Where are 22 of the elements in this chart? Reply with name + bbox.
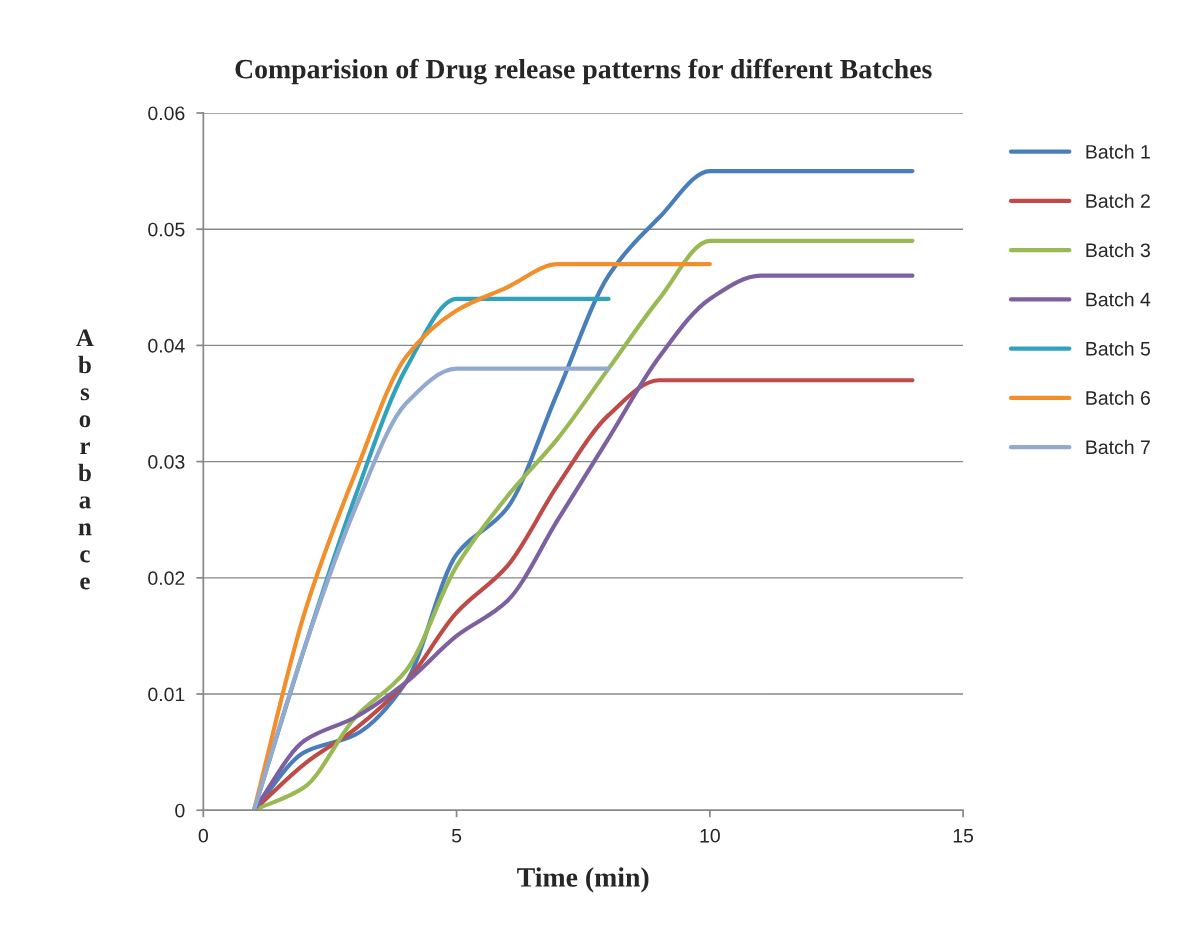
x-tick-label: 5 [451,829,462,843]
y-tick-label: 0.01 [148,687,185,702]
y-tick-label: 0.03 [148,455,185,469]
legend-label: Batch 5 [1086,341,1150,356]
line-series [251,261,712,811]
legend-label: Batch 4 [1086,292,1151,307]
chart-title: Comparision of Drug release patterns for different Batches [235,58,932,85]
x-tick-label: 15 [953,829,974,843]
x-tick-label: 10 [700,828,720,843]
legend-label: Batch 2 [1086,193,1150,208]
y-tick-label: 0.02 [148,571,185,586]
legend-label: Batch 6 [1086,390,1150,405]
y-tick-label: 0.05 [148,222,185,237]
text: Absorbance [76,329,94,590]
x-axis-title: Time (min) [517,867,649,893]
legend-label: Batch 7 [1086,439,1150,455]
y-tick-label: 0 [175,803,185,818]
legend-label: Batch 1 [1086,144,1150,159]
y-tick-label: 0.04 [148,338,185,353]
y-tick-label: 0.06 [148,106,185,121]
legend-label: Batch 3 [1086,242,1150,258]
x-tick-label: 0 [198,828,208,843]
